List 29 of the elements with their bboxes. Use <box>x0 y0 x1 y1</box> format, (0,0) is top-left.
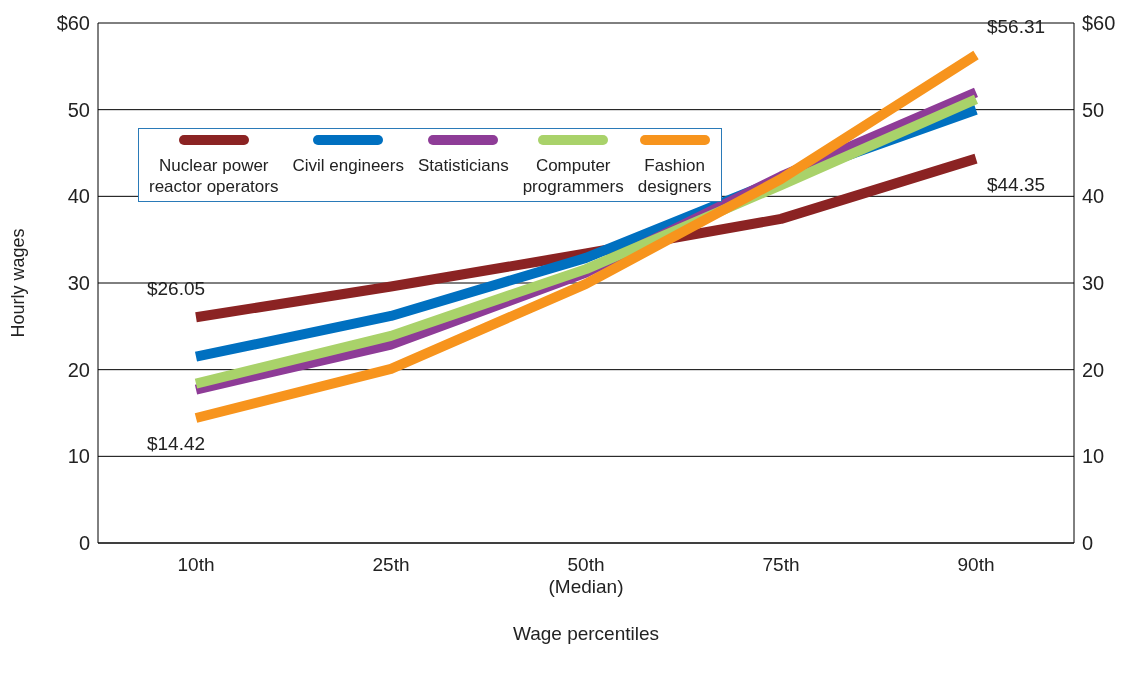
y2-tick-label: 50 <box>1082 98 1105 121</box>
x-tick-label: 90th <box>957 554 995 575</box>
legend-label: Civil engineers <box>292 155 404 176</box>
y2-tick-label: 10 <box>1082 445 1105 468</box>
annotation: $44.35 <box>986 173 1046 195</box>
y-tick-label: $60 <box>56 12 90 35</box>
legend-label: Statisticians <box>417 155 509 176</box>
y-tick-label: 50 <box>67 98 90 121</box>
annotation: $14.42 <box>146 433 206 455</box>
x-tick-label: 50th (Median) <box>548 554 624 597</box>
y2-tick-label: 30 <box>1082 272 1105 295</box>
y-tick-label: 10 <box>67 445 90 468</box>
y-tick-label: 20 <box>67 358 90 381</box>
legend-label: Fashion designers <box>637 155 712 197</box>
annotation: $26.05 <box>146 278 206 300</box>
x-tick-label: 10th <box>177 554 215 575</box>
y2-tick-label: 40 <box>1082 185 1105 208</box>
x-tick-label: 75th <box>762 554 800 575</box>
legend-label: Computer programmers <box>522 155 624 197</box>
y-tick-label: 40 <box>67 185 90 208</box>
y-tick-label: 0 <box>78 532 90 555</box>
y-tick-label: 30 <box>67 272 90 295</box>
y-axis-title: Hourly wages <box>8 228 29 338</box>
y2-tick-label: $60 <box>1082 12 1116 35</box>
y2-tick-label: 20 <box>1082 358 1105 381</box>
x-tick-label: 25th <box>372 554 410 575</box>
y2-tick-label: 0 <box>1082 532 1094 555</box>
legend-label: Nuclear power reactor operators <box>149 155 279 197</box>
x-axis-title: Wage percentiles <box>512 623 660 644</box>
